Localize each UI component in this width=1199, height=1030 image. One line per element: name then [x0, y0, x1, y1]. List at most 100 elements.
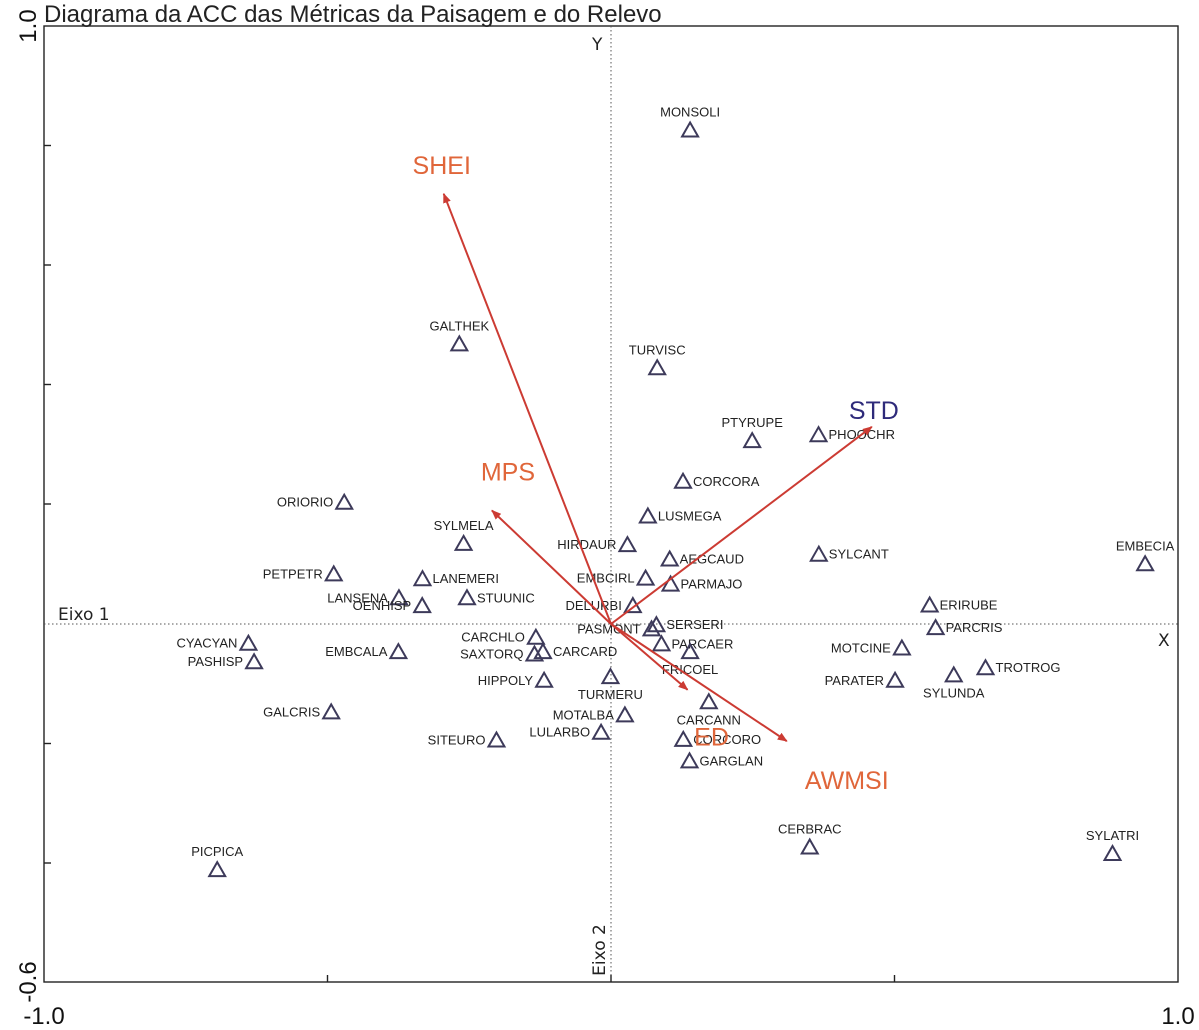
species-point: ERIRUBE: [919, 595, 998, 613]
species-point: CARCHLO: [461, 627, 546, 645]
triangle-marker: [651, 634, 672, 652]
species-label: PARATER: [825, 673, 884, 688]
species-label: PASMONT: [577, 621, 640, 636]
species-label: PETPETR: [263, 566, 323, 581]
vector-arrow: [442, 192, 612, 625]
species-point: MOTCINE: [831, 638, 912, 656]
triangle-marker: [659, 549, 680, 567]
triangle-marker: [892, 638, 912, 656]
species-label: AEGCAUD: [680, 551, 744, 566]
vector-arrow: [491, 509, 612, 625]
species-point: ORIORIO: [277, 492, 354, 510]
triangle-marker: [742, 431, 762, 449]
vector-shei: SHEI: [413, 152, 612, 625]
triangle-marker: [919, 595, 940, 613]
species-point: SYLUNDA: [923, 665, 985, 700]
species-label: CERBRAC: [778, 821, 842, 836]
triangle-marker: [885, 670, 905, 688]
triangle-marker: [638, 506, 658, 524]
species-label: LANSENA: [327, 590, 388, 605]
species-label: CARCANN: [677, 712, 741, 727]
triangle-marker: [680, 642, 700, 660]
species-label: TURMERU: [578, 687, 643, 702]
species-point: EMBECIA: [1116, 538, 1175, 572]
y-tick-label-max: 1.0: [15, 9, 42, 42]
species-label: OENHISP: [353, 598, 412, 613]
vector-awmsi: AWMSI: [610, 623, 889, 795]
axis-x-name: X: [1158, 631, 1170, 651]
triangle-marker: [800, 837, 820, 855]
species-label: SYLUNDA: [923, 685, 985, 700]
axis-y-name: Y: [591, 35, 603, 55]
species-label: HIPPOLY: [478, 673, 534, 688]
species-label: TURVISC: [629, 342, 686, 357]
triangle-marker: [673, 729, 694, 747]
species-label: SERSERI: [666, 617, 723, 632]
species-label: PASHISP: [188, 654, 243, 669]
species-label: GALCRIS: [263, 704, 320, 719]
species-point: GALTHEK: [429, 318, 490, 352]
species-point: HIPPOLY: [478, 670, 554, 688]
species-label: PARMAJO: [681, 577, 743, 592]
species-label: EMBCIRL: [577, 571, 635, 586]
species-point: HIRDAUR: [557, 535, 638, 553]
species-label: SYLATRI: [1086, 828, 1139, 843]
species-label: PTYRUPE: [721, 415, 783, 430]
species-label: ORIORIO: [277, 495, 333, 510]
species-point: SYLATRI: [1086, 828, 1139, 862]
species-point: PASHISP: [188, 652, 264, 670]
species-point: GARGLAN: [679, 751, 764, 769]
species-label: LULARBO: [529, 725, 590, 740]
species-label: SAXTORQ: [460, 646, 523, 661]
species-point: LULARBO: [529, 722, 611, 740]
species-label: CORCORO: [693, 732, 761, 747]
vector-label: SHEI: [413, 152, 471, 180]
triangle-marker: [321, 702, 341, 720]
triangle-marker: [1102, 844, 1123, 862]
triangle-marker: [647, 358, 667, 376]
species-label: PICPICA: [191, 844, 243, 859]
triangle-marker: [673, 471, 693, 489]
triangle-marker: [449, 334, 470, 352]
triangle-marker: [641, 619, 662, 637]
vector-label: STD: [849, 397, 899, 425]
species-point: SITEURO: [428, 730, 507, 748]
triangle-marker: [453, 533, 474, 551]
species-label: GARGLAN: [700, 753, 764, 768]
triangle-marker: [412, 596, 432, 614]
species-label: MONSOLI: [660, 104, 720, 119]
species-label: ERIRUBE: [940, 597, 998, 612]
environmental-vectors: SHEI MPS STD ED AWMSI: [413, 152, 899, 795]
species-point: CARCARD: [533, 642, 617, 660]
species-point: PETPETR: [263, 564, 344, 582]
species-point: TURVISC: [629, 342, 686, 376]
triangle-marker: [615, 705, 635, 723]
vector-ed: ED: [610, 623, 729, 752]
triangle-marker: [238, 633, 259, 651]
triangle-marker: [486, 730, 507, 748]
species-point: GALCRIS: [263, 702, 341, 720]
triangle-marker: [207, 860, 227, 878]
species-point: PHOOCHR: [808, 425, 895, 443]
species-label: CORCORA: [693, 474, 760, 489]
triangle-marker: [679, 751, 700, 769]
species-point: SERSERI: [646, 615, 723, 633]
triangle-marker: [635, 568, 656, 586]
species-point: PARMAJO: [660, 574, 743, 592]
triangle-marker: [623, 596, 643, 614]
chart-title: Diagrama da ACC das Métricas da Paisagem…: [44, 1, 662, 28]
species-point: SAXTORQ: [460, 644, 545, 662]
vector-mps: MPS: [481, 458, 612, 625]
species-point: AEGCAUD: [659, 549, 744, 567]
vector-arrow: [610, 426, 873, 625]
triangle-marker: [591, 722, 611, 740]
triangle-marker: [660, 574, 681, 592]
species-point: STUUNIC: [457, 588, 535, 606]
x-tick-label-min: -1.0: [23, 1003, 64, 1030]
species-label: PARCAER: [671, 636, 733, 651]
species-point: PARCAER: [651, 634, 733, 652]
species-point: EMBCIRL: [577, 568, 656, 586]
species-label: SYLMELA: [434, 518, 494, 533]
triangle-marker: [389, 588, 409, 606]
vector-std: STD: [610, 397, 899, 625]
